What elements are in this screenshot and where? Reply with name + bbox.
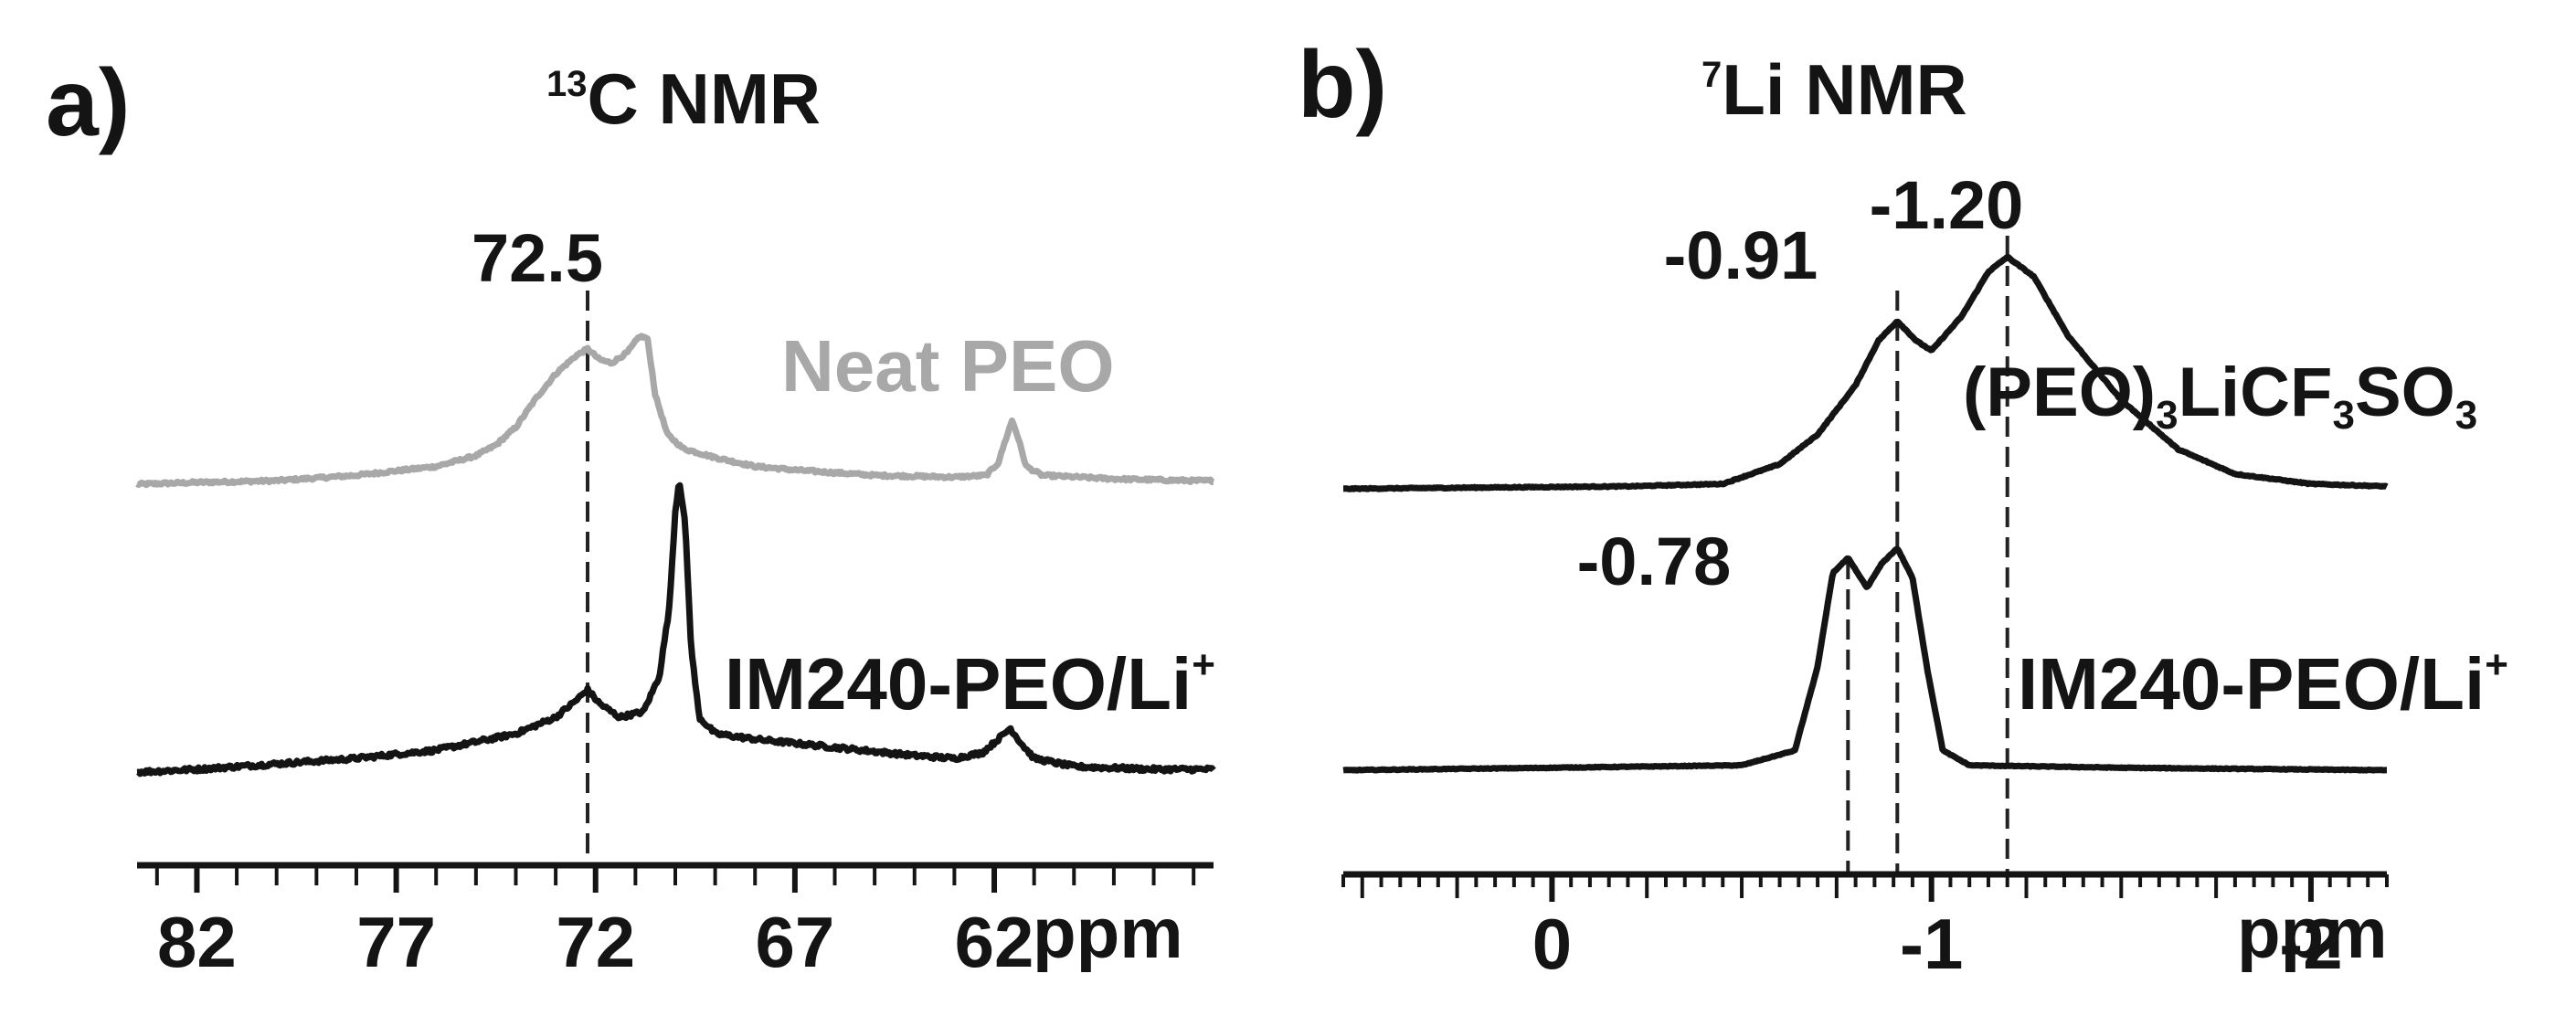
panel-b: b) 7Li NMR -0.91 -1.20 -0.78 (PEO)3LiCF3… — [1298, 32, 2508, 984]
panel-a-series-label-im240-sup: + — [1192, 642, 1215, 687]
panel-b-title-superscript: 7 — [1701, 55, 1722, 95]
panel-a-x-ticks — [154, 865, 1196, 893]
panel-a-x-tick-labels: 82 77 72 67 62 — [157, 902, 1034, 982]
panel-b-series-label-im240-text: IM240-PEO/Li — [2018, 643, 2485, 725]
panel-a-tick-label-82: 82 — [157, 902, 237, 982]
panel-b-series-label-peo-text: (PEO) — [1963, 354, 2156, 431]
panel-b-series-label-sub3: 3 — [2455, 393, 2477, 438]
panel-a-series-label-neat-peo: Neat PEO — [781, 325, 1115, 407]
panel-a-tick-label-72: 72 — [556, 902, 635, 982]
panel-b-series-label-im240: IM240-PEO/Li+ — [2018, 642, 2508, 725]
panel-b-series-im240-peo-li — [1341, 545, 2389, 774]
panel-b-series-label-mid: LiCF — [2178, 354, 2333, 431]
panel-a: a) 13C NMR 72.5 Neat PEO IM240-PEO/Li+ 8… — [46, 50, 1216, 982]
panel-b-x-tick-labels: 0 -1 -2 — [1532, 904, 2343, 984]
panel-a-tick-label-67: 67 — [756, 902, 835, 982]
panel-b-series-label-end: SO — [2355, 354, 2455, 431]
panel-b-x-axis-label: ppm — [2237, 893, 2388, 973]
panel-b-tick-label-neg1: -1 — [1900, 904, 1963, 984]
panel-a-x-axis-label: ppm — [1033, 893, 1183, 973]
panel-b-x-ticks — [1341, 874, 2389, 902]
panel-a-title-text: C NMR — [588, 58, 822, 139]
panel-b-series-label-sub1: 3 — [2156, 393, 2178, 438]
panel-b-series-peo3-licf3so3 — [1341, 253, 2389, 492]
panel-b-reference-label-120: -1.20 — [1870, 167, 2024, 243]
panel-a-reference-label: 72.5 — [472, 220, 603, 296]
panel-a-title-superscript: 13 — [546, 64, 588, 104]
panel-b-reference-label-078: -0.78 — [1577, 524, 1732, 599]
panel-a-series-im240-peo-li — [135, 482, 1216, 778]
panel-b-tick-label-neg2: -2 — [2279, 904, 2342, 984]
panel-b-title: 7Li NMR — [1701, 49, 1967, 130]
panel-b-series-label-peo3-licf3so3: (PEO)3LiCF3SO3 — [1963, 354, 2477, 438]
panel-a-tick-label-77: 77 — [356, 902, 436, 982]
panel-b-reference-label-091: -0.91 — [1664, 217, 1818, 293]
panel-b-series-label-sub2: 3 — [2332, 393, 2354, 438]
panel-b-title-text: Li NMR — [1722, 49, 1967, 130]
panel-a-letter: a) — [46, 50, 130, 156]
panel-a-title: 13C NMR — [546, 58, 821, 139]
panel-a-series-label-im240-text: IM240-PEO/Li — [725, 643, 1192, 725]
panel-b-letter: b) — [1298, 32, 1387, 138]
panel-b-series-label-im240-sup: + — [2485, 642, 2508, 687]
panel-b-tick-label-0: 0 — [1532, 904, 1572, 984]
panel-a-series-label-im240: IM240-PEO/Li+ — [725, 642, 1215, 725]
panel-a-series-neat-peo — [135, 333, 1215, 489]
panel-a-tick-label-62: 62 — [955, 902, 1034, 982]
